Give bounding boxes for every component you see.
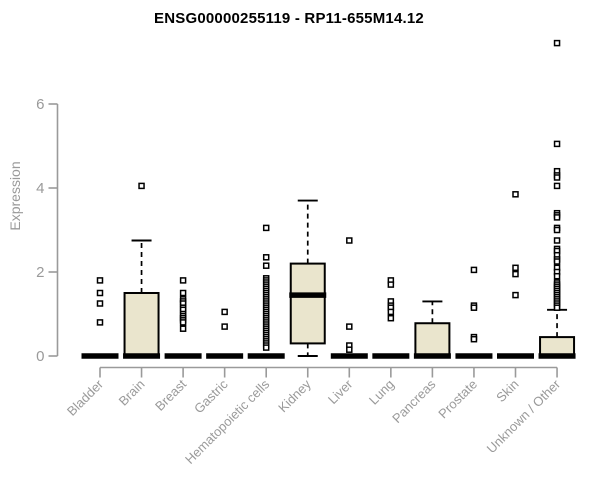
box-group-prostate xyxy=(455,266,493,359)
y-axis: 0 2 4 6 xyxy=(36,96,59,365)
box-group-gastric xyxy=(206,308,244,359)
x-tick-label: Unknown / Other xyxy=(484,376,564,456)
outlier-point xyxy=(553,304,561,311)
outlier-point xyxy=(512,264,519,272)
x-tick-label: Skin xyxy=(493,377,521,405)
outlier-point xyxy=(96,319,104,326)
outlier-point xyxy=(179,325,187,332)
outlier-point xyxy=(221,308,228,316)
box-group-liver xyxy=(330,237,368,359)
outlier-point xyxy=(553,226,561,234)
box-rect xyxy=(123,292,160,357)
box-group-breast xyxy=(164,277,202,359)
outlier-point xyxy=(346,323,353,330)
outlier-point xyxy=(553,140,561,148)
y-tick-label: 0 xyxy=(36,348,44,365)
outlier-point xyxy=(221,323,228,330)
outlier-point xyxy=(553,174,561,181)
box-rect xyxy=(289,262,326,345)
outlier-point xyxy=(138,182,145,190)
outlier-point xyxy=(262,224,270,232)
outlier-point xyxy=(553,272,561,280)
y-tick-label: 4 xyxy=(36,180,44,197)
box-group-pancreas xyxy=(413,300,451,359)
x-tick-label: Gastric xyxy=(191,376,231,416)
outlier-point xyxy=(470,266,478,274)
x-tick-label: Liver xyxy=(325,376,356,407)
y-tick-label: 2 xyxy=(36,264,44,281)
outlier-point xyxy=(470,335,478,343)
x-tick-label: Bladder xyxy=(64,376,107,419)
outlier-point xyxy=(512,270,519,278)
outlier-point xyxy=(553,214,561,221)
x-tick-label: Brain xyxy=(116,377,148,409)
x-tick-label: Breast xyxy=(152,376,189,413)
outlier-point xyxy=(262,262,270,269)
outlier-point xyxy=(179,277,187,284)
outlier-point xyxy=(387,281,395,288)
outlier-point xyxy=(346,237,353,244)
outlier-point xyxy=(96,289,104,297)
outlier-point xyxy=(179,289,187,297)
outlier-point xyxy=(553,39,561,47)
box-group-kidney xyxy=(289,199,327,357)
outlier-point xyxy=(262,254,270,261)
box-group-lung xyxy=(372,277,410,359)
box-group-hematopoietic-cells xyxy=(247,224,285,359)
outlier-point xyxy=(553,258,561,265)
outlier-point xyxy=(387,308,395,316)
outlier-point xyxy=(470,304,478,311)
x-tick-label: Pancreas xyxy=(389,376,439,426)
outlier-point xyxy=(512,191,519,198)
box-group-skin xyxy=(497,191,534,359)
outlier-point xyxy=(96,277,104,284)
outlier-point xyxy=(96,300,104,307)
x-tick-label: Prostate xyxy=(435,377,480,422)
outlier-point xyxy=(346,346,353,353)
x-tick-label: Lung xyxy=(366,377,397,408)
chart-title: ENSG00000255119 - RP11-655M14.12 xyxy=(154,10,424,27)
outlier-point xyxy=(179,319,187,326)
box-group-brain xyxy=(123,182,161,359)
outlier-point xyxy=(553,237,561,244)
box-rect xyxy=(414,322,451,357)
outlier-point xyxy=(553,182,561,190)
box-group-bladder xyxy=(81,277,119,359)
x-tick-label: Kidney xyxy=(275,376,314,415)
outlier-point xyxy=(387,314,395,322)
y-tick-label: 6 xyxy=(36,96,44,113)
box-rect xyxy=(539,336,576,358)
outlier-point xyxy=(512,291,519,299)
outlier-point xyxy=(262,344,270,351)
box-group-unknown-other xyxy=(538,39,576,359)
